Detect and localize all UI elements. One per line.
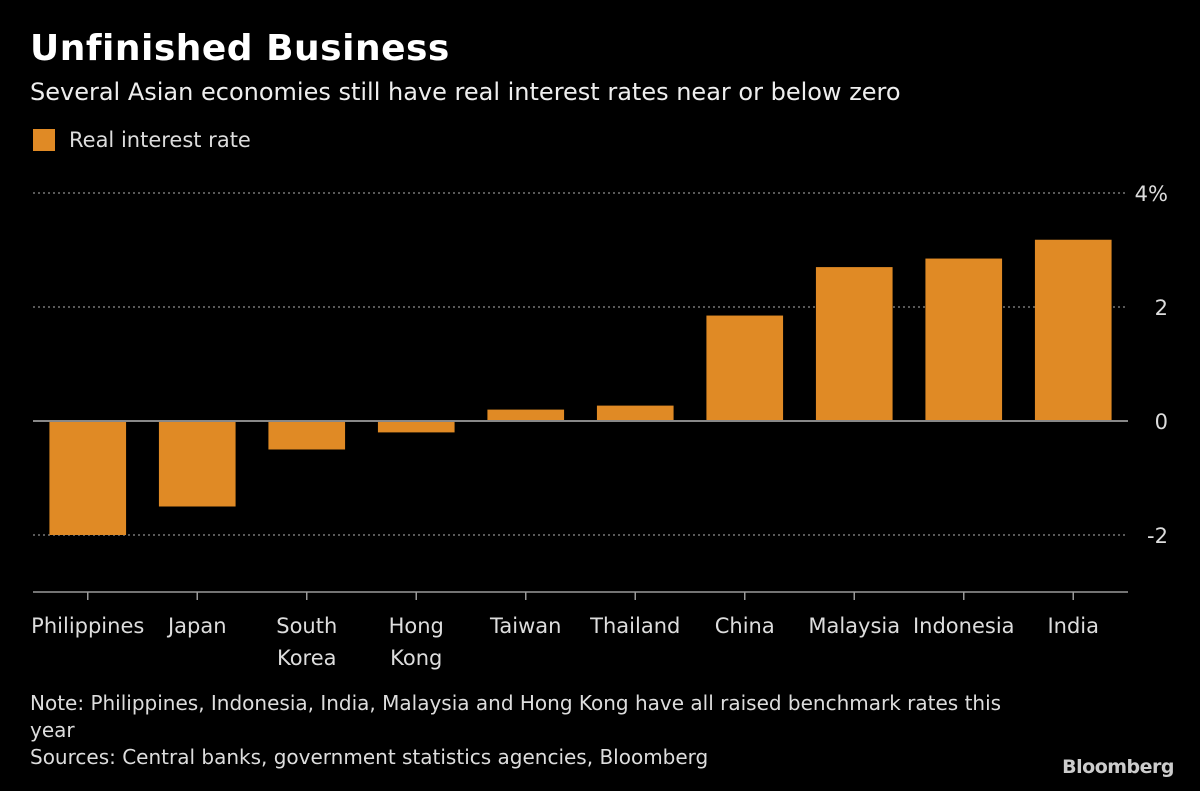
sources-text: Sources: Central banks, government stati… [30, 745, 709, 769]
chart-title: Unfinished Business [30, 28, 450, 69]
bar-hong-kong [377, 421, 455, 433]
footnote: Note: Philippines, Indonesia, India, Mal… [30, 690, 1010, 771]
legend: Real interest rate [33, 128, 251, 152]
bar-malaysia [815, 267, 893, 421]
legend-label: Real interest rate [69, 128, 251, 152]
x-tick-label: Malaysia [808, 614, 900, 638]
x-tick-label: Korea [277, 646, 337, 670]
y-tick-label: 2 [1155, 296, 1168, 320]
bar-indonesia [925, 258, 1003, 421]
x-tick-label: Japan [166, 614, 227, 638]
x-tick-label: Kong [390, 646, 442, 670]
y-tick-label: -2 [1147, 524, 1168, 548]
legend-swatch [33, 129, 55, 151]
x-tick-label: India [1047, 614, 1099, 638]
y-tick-label: 4% [1135, 182, 1168, 206]
bloomberg-logo: Bloomberg [1062, 756, 1174, 778]
chart-subtitle: Several Asian economies still have real … [30, 78, 901, 106]
bar-taiwan [487, 409, 565, 421]
bar-thailand [596, 405, 674, 421]
x-tick-label: Taiwan [489, 614, 561, 638]
bar-japan [158, 421, 236, 507]
x-tick-label: China [715, 614, 775, 638]
x-tick-label: Thailand [589, 614, 680, 638]
bar-india [1034, 239, 1112, 421]
x-tick-label: Philippines [31, 614, 144, 638]
note-text: Note: Philippines, Indonesia, India, Mal… [30, 691, 1002, 742]
bar-philippines [49, 421, 127, 535]
x-tick-label: South [276, 614, 337, 638]
x-tick-label: Indonesia [913, 614, 1015, 638]
x-tick-label: Hong [389, 614, 444, 638]
bar-south-korea [268, 421, 346, 450]
bar-china [706, 315, 784, 421]
y-tick-label: 0 [1155, 410, 1168, 434]
